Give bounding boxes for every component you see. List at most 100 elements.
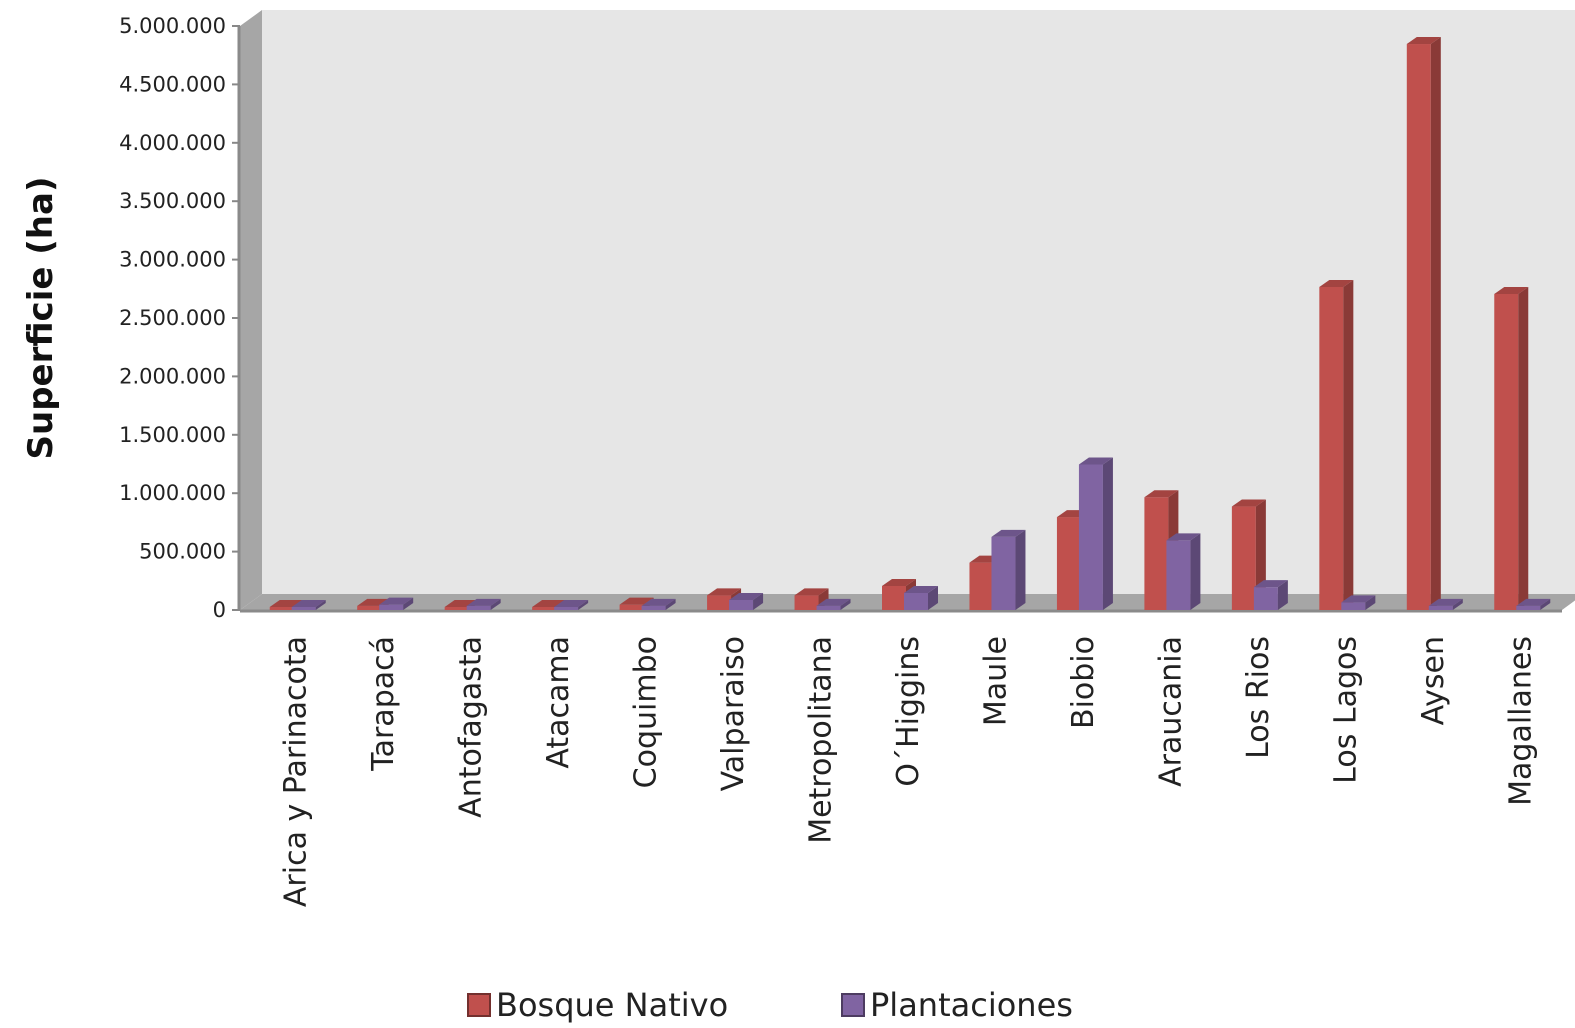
bar [379, 597, 414, 610]
bar-side [1430, 37, 1441, 611]
bar-side [1365, 595, 1376, 610]
bar-top [794, 588, 829, 596]
bar-front [466, 605, 491, 610]
x-tick-label: Tarapacá [366, 636, 401, 772]
bar-front [1253, 587, 1278, 610]
bar-top [554, 600, 589, 607]
bar-top [1078, 457, 1113, 465]
legend-swatch [841, 993, 865, 1017]
x-tick-label: Biobio [1066, 636, 1101, 729]
bar-side [665, 598, 676, 610]
bar [641, 598, 676, 610]
bar-top [1341, 595, 1376, 603]
y-tick-label: 3.500.000 [119, 189, 226, 213]
bar-front [1078, 464, 1103, 610]
x-tick-label: Magallanes [1503, 636, 1538, 806]
bar-side [315, 600, 326, 610]
y-tick-label: 2.000.000 [119, 364, 226, 388]
bar-front [969, 562, 994, 610]
x-axis-labels: Arica y Parinacota Tarapacá Antofagasta Ata… [279, 636, 1539, 907]
bar [1428, 598, 1463, 610]
bar-front [554, 607, 579, 610]
x-tick-label: Arica y Parinacota [279, 636, 314, 907]
bar [969, 555, 1004, 610]
legend-swatch [467, 993, 491, 1017]
y-tick-label: 1.500.000 [119, 423, 226, 447]
bar [1078, 457, 1113, 610]
bar-side [1452, 598, 1463, 610]
bar-top [291, 600, 326, 607]
bar-front [729, 599, 754, 610]
x-tick-label: Araucania [1153, 636, 1188, 787]
bar-front [1428, 605, 1453, 610]
bar-front [357, 605, 382, 610]
bar-top [707, 588, 742, 596]
side-wall [240, 10, 262, 610]
legend: Bosque Nativo Plantaciones [467, 986, 1073, 1024]
x-tick-label: Antofagasta [454, 636, 489, 818]
bar-top [379, 597, 414, 605]
bar [904, 585, 938, 610]
bar-front [1406, 44, 1431, 611]
bar-top [1516, 598, 1551, 606]
bar-top [729, 592, 764, 600]
x-tick-label: Los Lagos [1328, 636, 1363, 784]
bar-front [379, 604, 404, 610]
bar-top [816, 598, 851, 606]
bar-top [1166, 533, 1201, 541]
bar [1253, 580, 1288, 610]
bar-top [466, 598, 501, 606]
bar-front [904, 592, 928, 610]
bar-front [991, 536, 1016, 610]
y-tick-label: 4.500.000 [119, 72, 226, 96]
x-tick-label: Aysen [1416, 636, 1451, 725]
bar-front [1494, 293, 1519, 610]
bar-top [641, 598, 676, 606]
bar-side [840, 598, 851, 610]
bar-front [1319, 286, 1344, 610]
bar-side [403, 597, 414, 610]
bar-front [641, 605, 666, 610]
bar [1341, 595, 1376, 610]
bar-top [1231, 499, 1266, 507]
bar [991, 529, 1026, 610]
y-tick-label: 3.000.000 [119, 248, 226, 272]
bar-side [753, 592, 764, 610]
legend-label: Bosque Nativo [496, 986, 728, 1024]
y-axis-ticks: 0 500.000 1.000.000 1.500.000 2.000.000 2.500… [119, 14, 240, 622]
x-tick-label: Maule [978, 636, 1013, 726]
bar-front [619, 604, 644, 610]
bar-front [291, 607, 316, 610]
bar-top [1253, 580, 1288, 588]
bar-top [1494, 286, 1529, 294]
bar [554, 600, 589, 610]
bar-front [1516, 605, 1541, 610]
y-tick-label: 2.500.000 [119, 306, 226, 330]
bar-front [1341, 602, 1366, 610]
y-tick-label: 5.000.000 [119, 14, 226, 38]
bar-front [882, 585, 906, 610]
bar-side [1190, 533, 1201, 610]
bar-side [490, 598, 501, 610]
bar-front [794, 595, 819, 610]
bar-side [1277, 580, 1288, 610]
bar-front [1056, 517, 1081, 610]
bar-top [619, 597, 654, 605]
bar [729, 592, 764, 610]
back-wall [262, 10, 1575, 594]
x-tick-label: O´Higgins [891, 636, 926, 787]
bar [1319, 279, 1354, 610]
bar-front [1166, 540, 1191, 610]
bar-side [1102, 457, 1113, 610]
y-tick-label: 500.000 [139, 540, 226, 564]
bar-front [269, 607, 294, 610]
y-tick-label: 4.000.000 [119, 131, 226, 155]
bar-side [1015, 529, 1026, 610]
y-tick-label: 1.000.000 [119, 481, 226, 505]
bar-front [707, 595, 732, 610]
bar-top [1406, 37, 1441, 45]
bar-top [991, 529, 1026, 537]
bar-top [904, 585, 938, 593]
bar-top [1319, 279, 1354, 287]
